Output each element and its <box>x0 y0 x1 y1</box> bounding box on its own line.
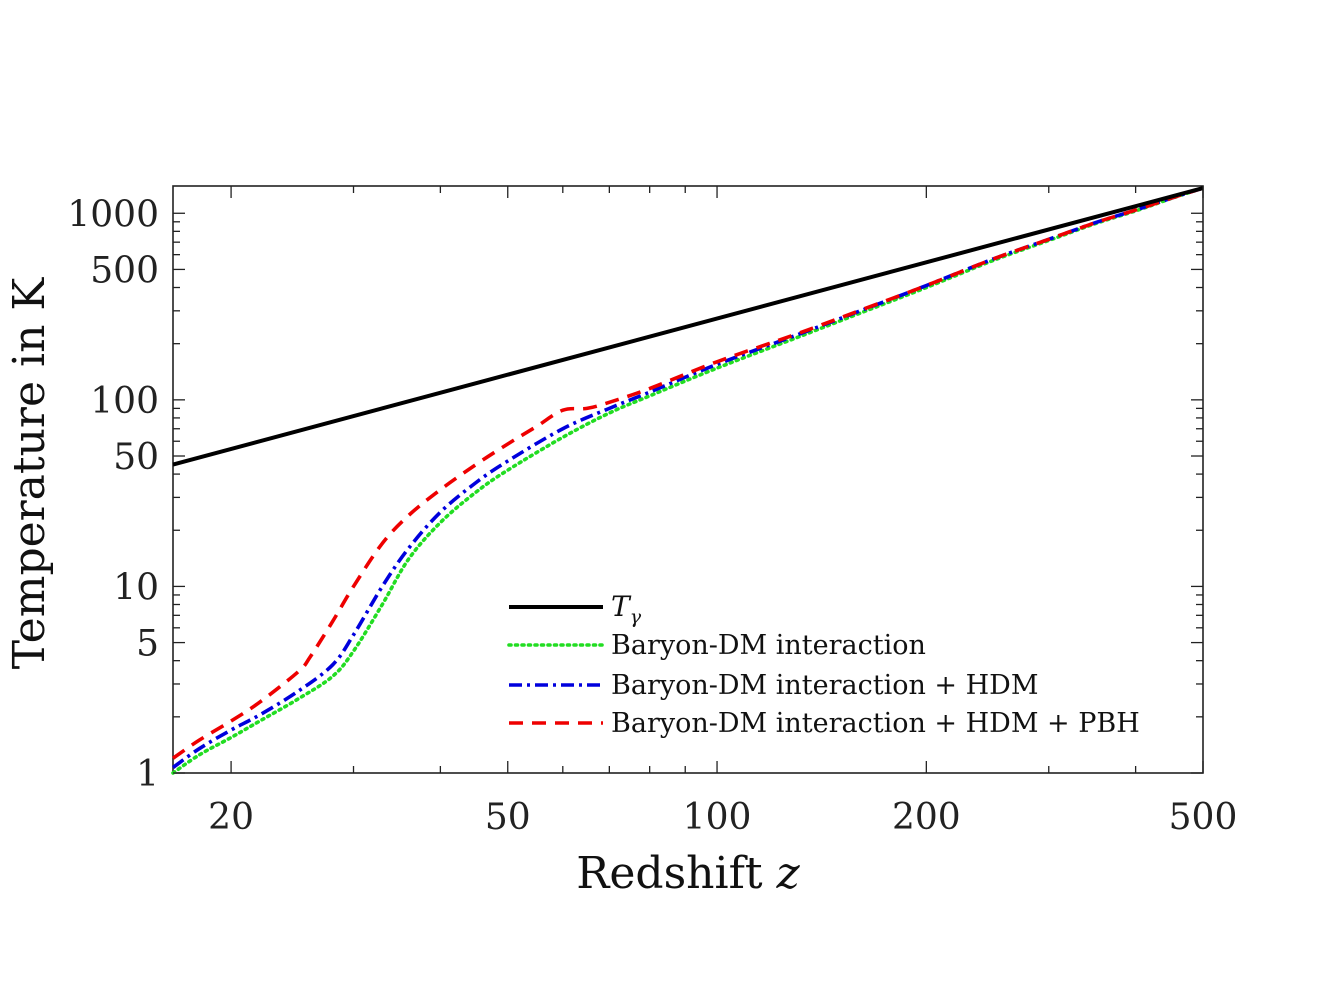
y-tick-label: 1 <box>136 754 159 795</box>
legend-label-1: Baryon-DM interaction <box>611 630 926 661</box>
x-tick-label: 50 <box>485 797 531 838</box>
series-group <box>171 186 1205 775</box>
y-tick-label: 5 <box>136 624 159 665</box>
y-tick-label: 10 <box>113 567 159 608</box>
x-tick-label: 500 <box>1169 797 1238 838</box>
legend-label-2: Baryon-DM interaction + HDM <box>611 670 1038 701</box>
y-tick-label: 1000 <box>67 194 159 235</box>
x-axis-label: Redshift z <box>576 848 800 899</box>
legend-label-3: Baryon-DM interaction + HDM + PBH <box>611 708 1140 739</box>
y-tick-label: 100 <box>90 381 159 422</box>
x-tick-label: 200 <box>892 797 961 838</box>
legend-label-0: Tγ <box>611 590 642 628</box>
x-tick-label: 100 <box>683 797 752 838</box>
series-line-3 <box>171 186 1204 760</box>
plot-area <box>172 185 1204 774</box>
label-group: 20 50 100 200 500 1 5 10 50 100 500 1000 Redshift z T… <box>4 194 1237 899</box>
series-line-0 <box>172 186 1204 467</box>
tick-group <box>173 186 1204 774</box>
y-axis-label: Temperature in K <box>4 277 55 670</box>
y-tick-label: 500 <box>90 250 159 291</box>
x-tick-label: 20 <box>208 797 254 838</box>
plot-frame-group <box>172 185 1204 774</box>
y-tick-label: 50 <box>113 437 159 478</box>
